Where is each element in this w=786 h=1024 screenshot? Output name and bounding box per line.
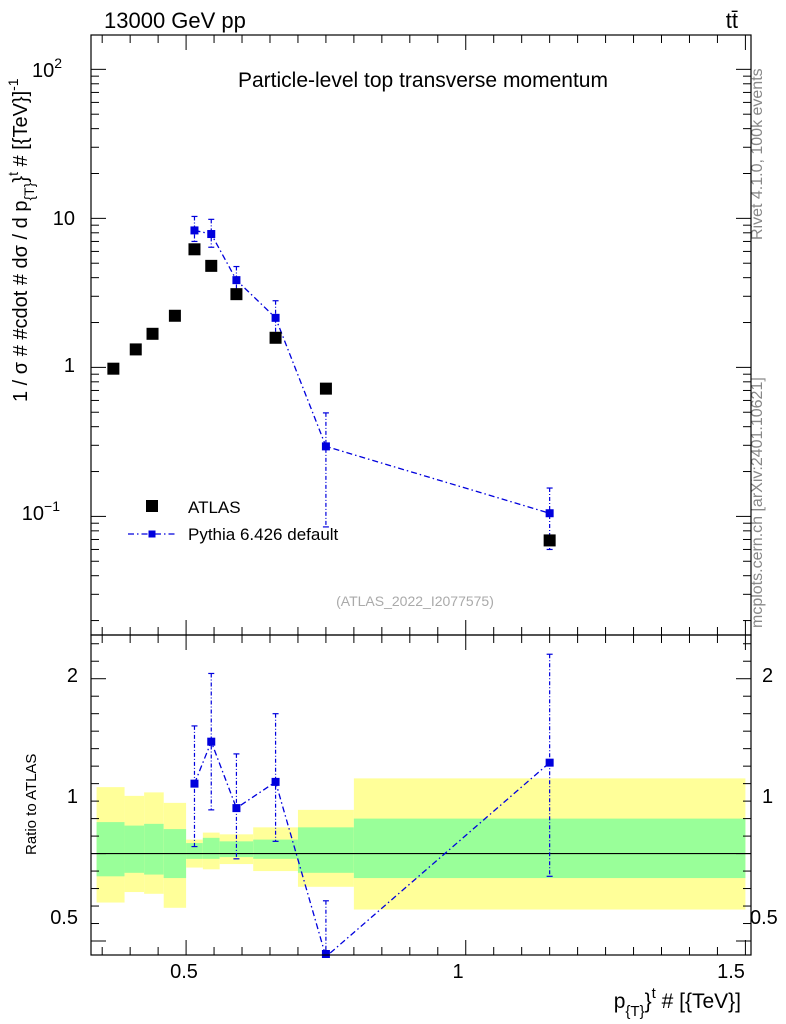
- ratio-mc-point: [545, 758, 554, 767]
- ylabel-b: # [{TeV}]: [10, 91, 32, 172]
- ratio-mc-point: [271, 777, 280, 786]
- legend-mc-marker: [148, 530, 156, 538]
- mc-point: [321, 442, 330, 451]
- ratio-ticks: [91, 635, 751, 955]
- ratio-y-axis-label: Ratio to ATLAS: [23, 754, 40, 855]
- xlabel-a: p: [614, 990, 626, 1013]
- ratio-mc-point: [321, 950, 330, 958]
- atlas-point: [107, 362, 120, 375]
- ylabel-mid: }: [10, 176, 32, 183]
- mc-series: [190, 215, 554, 551]
- ratio-mc-line: [193, 739, 551, 958]
- xlabel-b: # [{TeV}]: [656, 990, 741, 1013]
- y-tick-1e2-base: 10: [32, 60, 54, 82]
- x-tick-label-05: 0.5: [170, 961, 198, 983]
- ratio-y-tick-label-05-right: 0.5: [750, 907, 778, 929]
- ratio-mc-point: [232, 804, 241, 813]
- y-tick-1e2-exp: 2: [54, 55, 62, 71]
- main-frame: [90, 34, 752, 636]
- chart-title: Particle-level top transverse momentum: [238, 69, 608, 92]
- uncertainty-band-inner: [253, 839, 298, 859]
- y-tick-label-1: 1: [64, 355, 75, 377]
- atlas-point: [168, 309, 181, 322]
- y-tick-label-10: 10: [53, 208, 75, 230]
- ratio-y-tick-label-1-right: 1: [762, 786, 773, 808]
- atlas-point: [146, 327, 159, 340]
- atlas-point: [269, 331, 282, 344]
- ylabel-sub: {T}: [21, 182, 37, 200]
- main-y-axis-label: 1 / σ # #cdot # dσ / d p{T}}t # [{TeV}]-…: [5, 78, 37, 402]
- atlas-point: [319, 382, 332, 395]
- x-tick-label-1: 1: [452, 961, 463, 983]
- xlabel-sup: t: [652, 985, 657, 1002]
- legend: ATLAS Pythia 6.426 default: [128, 498, 339, 544]
- uncertainty-band-inner: [124, 825, 145, 873]
- annotation-label: (ATLAS_2022_I2077575): [336, 593, 494, 609]
- process-label: tt̄: [726, 8, 738, 33]
- uncertainty-band-inner: [144, 823, 164, 875]
- uncertainty-band-inner: [202, 837, 220, 859]
- y-tick-label-1e2: 102: [32, 55, 62, 82]
- xlabel-sub: {T}: [625, 1003, 644, 1020]
- mc-line: [194, 229, 550, 514]
- y-tick-1e-1-exp: −1: [44, 498, 60, 514]
- legend-mc-label: Pythia 6.426 default: [188, 525, 339, 544]
- energy-label: 13000 GeV pp: [104, 8, 246, 33]
- ylabel-sup1: t: [5, 172, 21, 176]
- legend-atlas-label: ATLAS: [188, 498, 241, 517]
- atlas-point: [188, 243, 201, 256]
- mcplots-label: mcplots.cern.ch [arXiv:2401.10621]: [749, 377, 766, 628]
- atlas-point: [543, 534, 556, 547]
- legend-atlas-marker: [146, 500, 158, 512]
- data-series: [107, 243, 556, 547]
- ratio-y-tick-label-2-left: 2: [67, 665, 78, 687]
- ratio-mc-point: [207, 737, 216, 746]
- uncertainty-band-inner: [186, 843, 203, 859]
- x-axis-label: p{T}}t # [{TeV}]: [614, 985, 741, 1020]
- mc-point: [232, 276, 241, 285]
- ratio-y-tick-label-05-left: 0.5: [50, 907, 78, 929]
- ratio-y-tick-label-2-right: 2: [762, 665, 773, 687]
- mc-point: [190, 226, 199, 235]
- mc-point: [545, 509, 554, 518]
- y-tick-1e-1-base: 10: [22, 503, 44, 525]
- y-tick-label-1e-1: 10−1: [22, 498, 60, 525]
- ratio-y-tick-label-1-left: 1: [67, 786, 78, 808]
- ylabel-a: 1 / σ # #cdot # dσ / d p: [10, 201, 32, 402]
- uncertainty-band-inner: [297, 827, 354, 873]
- x-tick-label-15: 1.5: [717, 961, 745, 983]
- ratio-series: [190, 653, 554, 958]
- atlas-point: [129, 343, 142, 356]
- main-ticks: [91, 35, 751, 635]
- mc-point: [271, 313, 280, 322]
- xlabel-mid: }: [645, 990, 652, 1013]
- atlas-point: [230, 288, 243, 301]
- ylabel-sup2: -1: [5, 78, 21, 91]
- uncertainty-band-inner: [96, 822, 125, 877]
- ratio-mc-point: [190, 779, 199, 788]
- main-panel: 10−1 1 10 102 Particle-level top transve…: [5, 34, 752, 636]
- atlas-point: [205, 259, 218, 272]
- ratio-panel: 2 1 0.5 2 1 0.5 0.5 1 1.5 Ratio to ATLAS…: [23, 634, 778, 1020]
- rivet-label: Rivet 4.1.0, 100k events: [749, 68, 766, 240]
- ratio-frame: [90, 634, 752, 956]
- main-y-tick-labels: 10−1 1 10 102: [22, 55, 75, 525]
- mc-point: [207, 230, 216, 239]
